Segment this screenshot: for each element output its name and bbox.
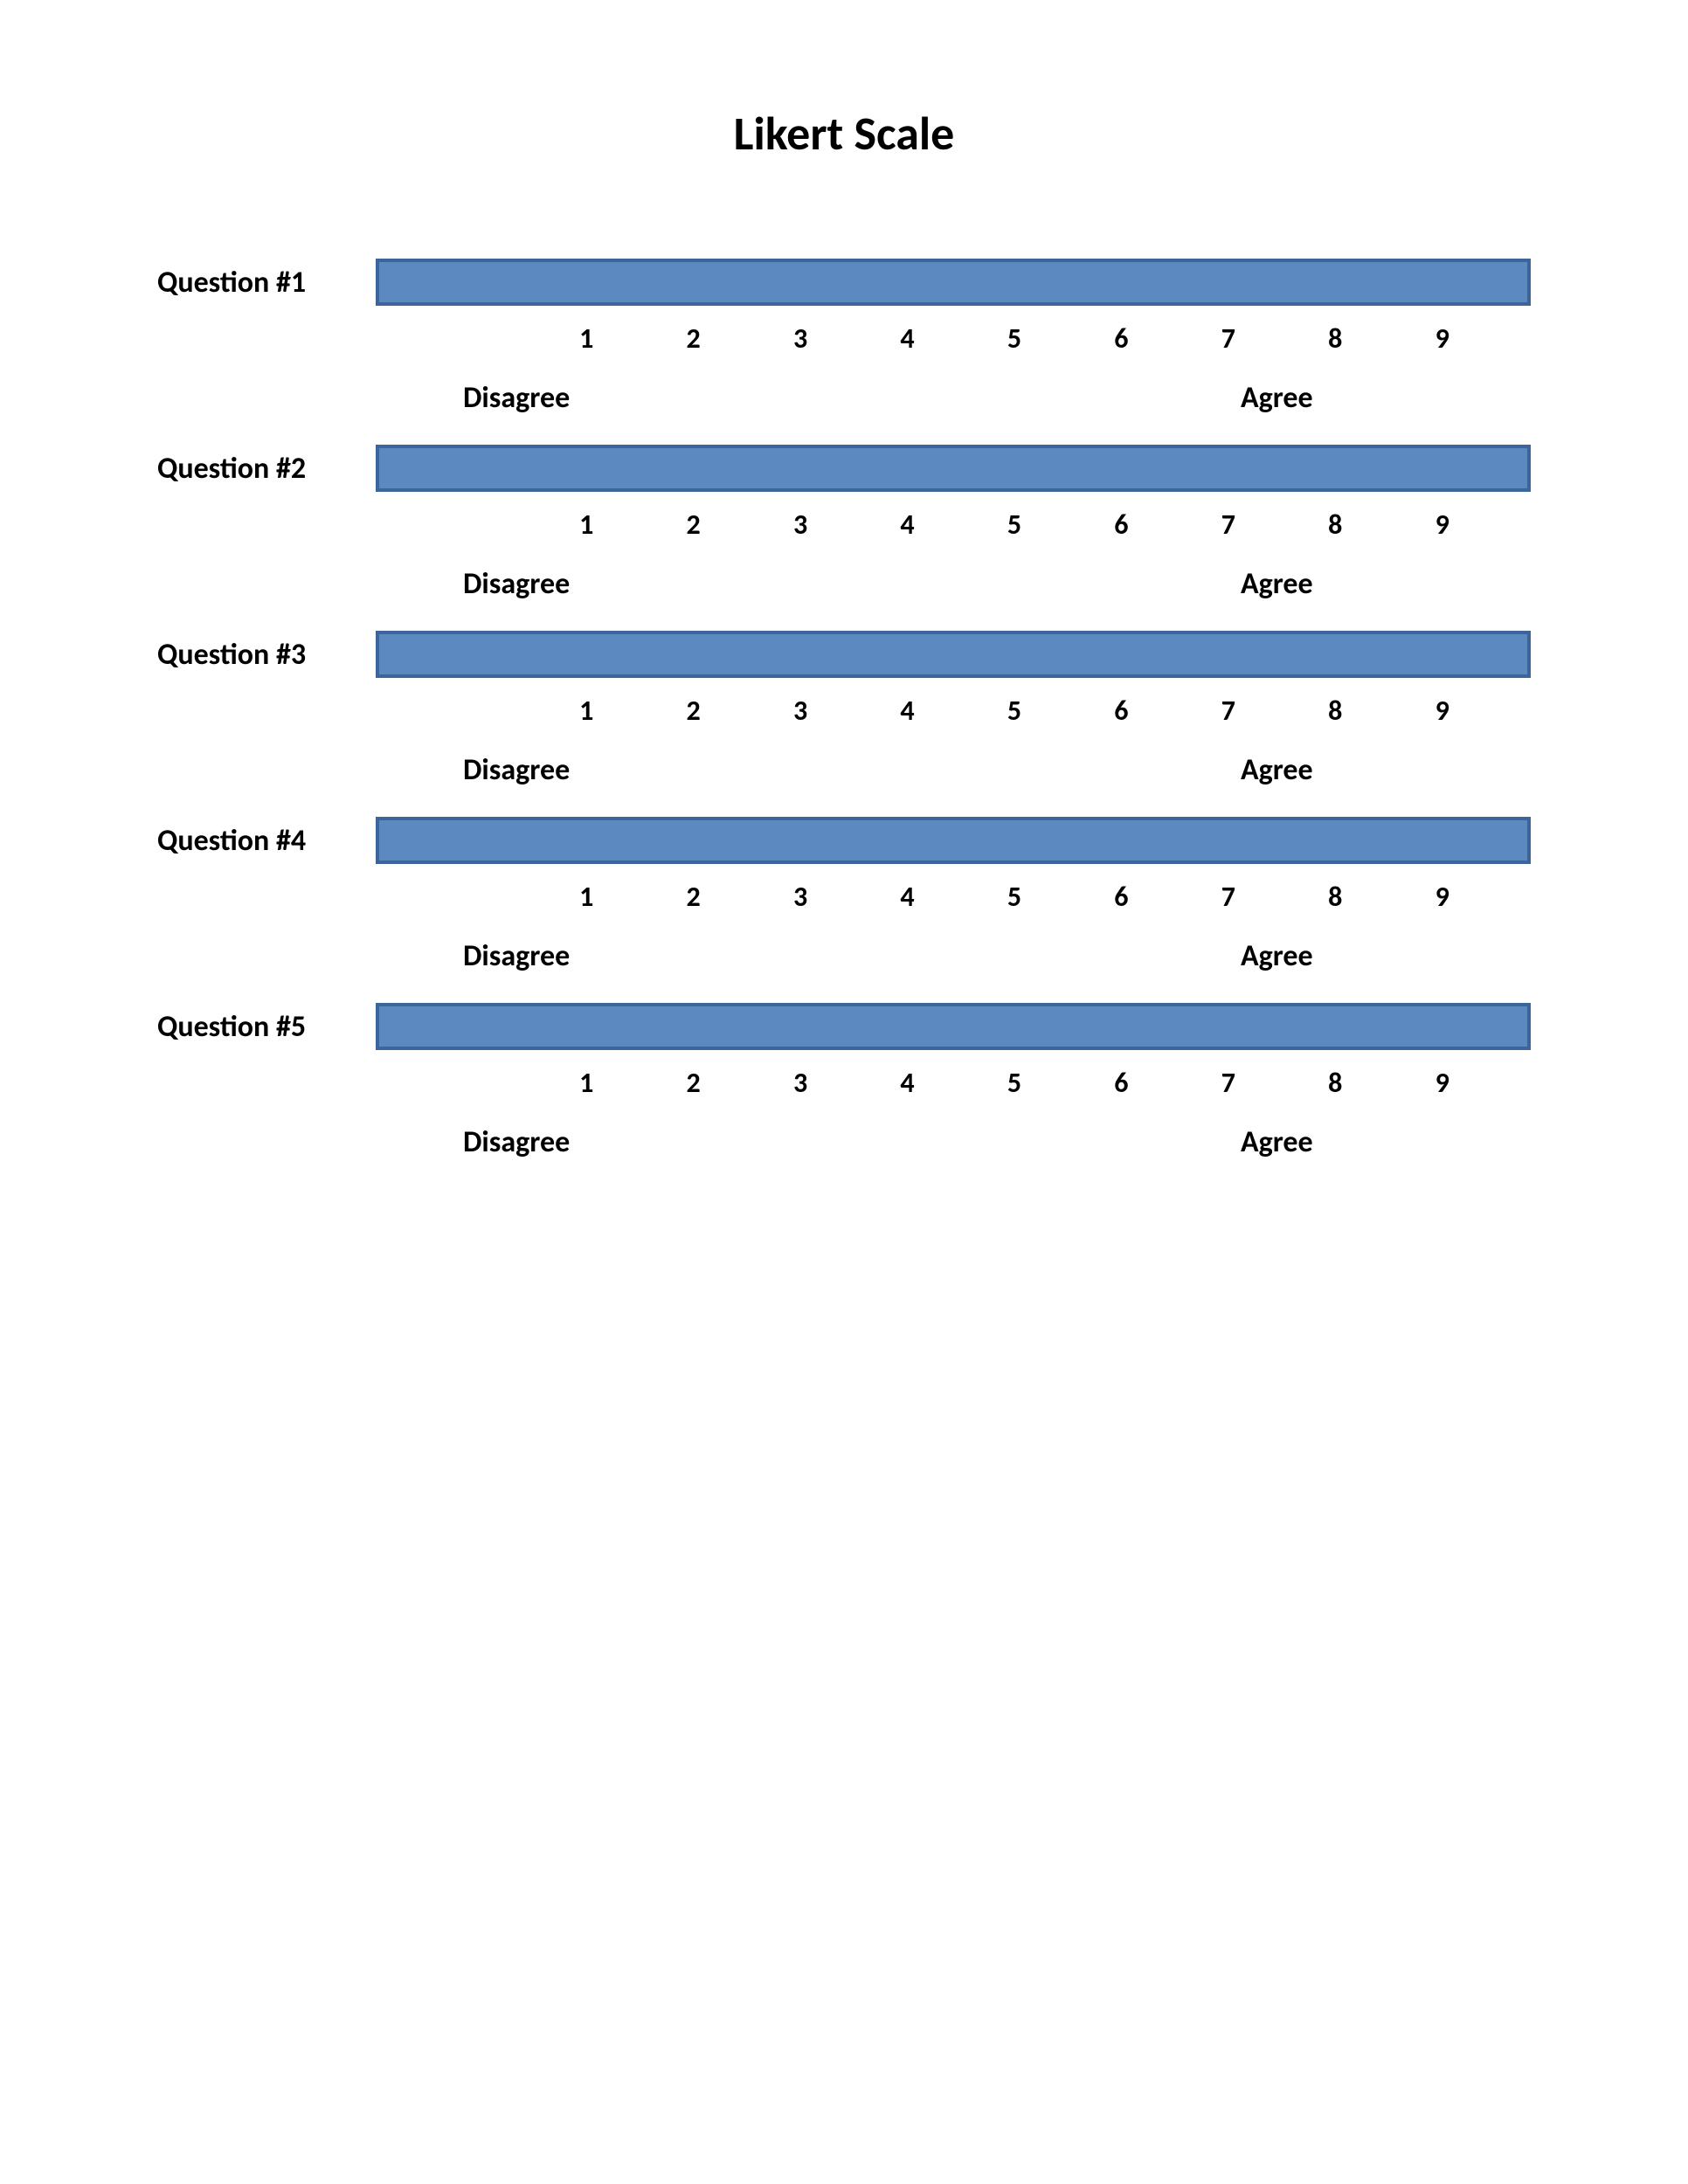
scale-number[interactable]: 8 (1282, 1066, 1388, 1100)
scale-number[interactable]: 7 (1175, 880, 1282, 914)
anchor-track: Disagree Agree (376, 752, 1531, 787)
question-label: Question #1 (157, 265, 376, 301)
scale-number[interactable]: 8 (1282, 880, 1388, 914)
question-block: Question #3 123456789 Disagree Agree (157, 631, 1531, 787)
scale-number[interactable]: 4 (854, 880, 960, 914)
scale-numbers: 123456789 (533, 1066, 1496, 1100)
scale-numbers: 123456789 (533, 508, 1496, 542)
question-label: Question #2 (157, 451, 376, 487)
scale-number[interactable]: 6 (1068, 694, 1174, 728)
anchor-row: Disagree Agree (157, 752, 1531, 787)
question-label: Question #4 (157, 823, 376, 859)
question-block: Question #2 123456789 Disagree Agree (157, 445, 1531, 601)
scale-number[interactable]: 9 (1389, 880, 1496, 914)
likert-bar[interactable] (376, 631, 1531, 678)
anchor-row: Disagree Agree (157, 1124, 1531, 1159)
anchor-disagree: Disagree (463, 938, 570, 974)
scale-number[interactable]: 9 (1389, 694, 1496, 728)
anchor-row: Disagree Agree (157, 938, 1531, 973)
scale-number[interactable]: 3 (747, 694, 854, 728)
scale-number[interactable]: 3 (747, 880, 854, 914)
scale-number[interactable]: 6 (1068, 321, 1174, 356)
question-block: Question #4 123456789 Disagree Agree (157, 817, 1531, 973)
question-label: Question #3 (157, 637, 376, 673)
scale-number[interactable]: 7 (1175, 694, 1282, 728)
question-block: Question #5 123456789 Disagree Agree (157, 1003, 1531, 1159)
scale-number[interactable]: 7 (1175, 321, 1282, 356)
scale-number[interactable]: 1 (533, 694, 640, 728)
scale-number[interactable]: 2 (640, 694, 746, 728)
scale-number[interactable]: 4 (854, 508, 960, 542)
scale-number[interactable]: 1 (533, 321, 640, 356)
scale-number[interactable]: 8 (1282, 694, 1388, 728)
scale-row: 123456789 (157, 508, 1531, 542)
anchor-track: Disagree Agree (376, 1124, 1531, 1159)
anchor-disagree: Disagree (463, 1124, 570, 1160)
scale-row: 123456789 (157, 321, 1531, 356)
scale-row: 123456789 (157, 880, 1531, 914)
scale-number[interactable]: 6 (1068, 508, 1174, 542)
anchor-track: Disagree Agree (376, 938, 1531, 973)
scale-number[interactable]: 6 (1068, 1066, 1174, 1100)
anchor-track: Disagree Agree (376, 380, 1531, 415)
anchor-track: Disagree Agree (376, 566, 1531, 601)
scale-number[interactable]: 2 (640, 880, 746, 914)
scale-number[interactable]: 5 (961, 321, 1068, 356)
scale-number[interactable]: 1 (533, 508, 640, 542)
question-label: Question #5 (157, 1009, 376, 1045)
scale-number[interactable]: 4 (854, 321, 960, 356)
scale-row: 123456789 (157, 1066, 1531, 1100)
scale-number[interactable]: 5 (961, 880, 1068, 914)
scale-number[interactable]: 3 (747, 508, 854, 542)
page-title: Likert Scale (157, 105, 1531, 162)
scale-number[interactable]: 6 (1068, 880, 1174, 914)
scale-row: 123456789 (157, 694, 1531, 728)
scale-numbers: 123456789 (533, 321, 1496, 356)
scale-number[interactable]: 9 (1389, 321, 1496, 356)
anchor-row: Disagree Agree (157, 566, 1531, 601)
question-bar-row: Question #5 (157, 1003, 1531, 1050)
scale-number[interactable]: 5 (961, 508, 1068, 542)
question-bar-row: Question #1 (157, 259, 1531, 306)
scale-number[interactable]: 1 (533, 1066, 640, 1100)
question-bar-row: Question #3 (157, 631, 1531, 678)
scale-number[interactable]: 4 (854, 1066, 960, 1100)
scale-number[interactable]: 2 (640, 1066, 746, 1100)
anchor-agree: Agree (1241, 752, 1313, 788)
scale-number[interactable]: 5 (961, 694, 1068, 728)
likert-bar[interactable] (376, 259, 1531, 306)
scale-number[interactable]: 3 (747, 1066, 854, 1100)
scale-number[interactable]: 7 (1175, 1066, 1282, 1100)
page: Likert Scale Question #1123456789Disagre… (0, 0, 1688, 2184)
anchor-row: Disagree Agree (157, 380, 1531, 415)
question-bar-row: Question #2 (157, 445, 1531, 492)
anchor-disagree: Disagree (463, 752, 570, 788)
scale-number[interactable]: 5 (961, 1066, 1068, 1100)
likert-bar[interactable] (376, 1003, 1531, 1050)
anchor-agree: Agree (1241, 1124, 1313, 1160)
anchor-agree: Agree (1241, 938, 1313, 974)
scale-number[interactable]: 8 (1282, 321, 1388, 356)
likert-bar[interactable] (376, 445, 1531, 492)
scale-number[interactable]: 9 (1389, 1066, 1496, 1100)
likert-bar[interactable] (376, 817, 1531, 864)
anchor-agree: Agree (1241, 566, 1313, 602)
anchor-disagree: Disagree (463, 380, 570, 416)
scale-number[interactable]: 7 (1175, 508, 1282, 542)
scale-number[interactable]: 1 (533, 880, 640, 914)
scale-number[interactable]: 9 (1389, 508, 1496, 542)
scale-number[interactable]: 2 (640, 508, 746, 542)
anchor-disagree: Disagree (463, 566, 570, 602)
questions-container: Question #1123456789DisagreeAgreeQuestio… (157, 259, 1531, 1159)
scale-numbers: 123456789 (533, 694, 1496, 728)
scale-numbers: 123456789 (533, 880, 1496, 914)
scale-number[interactable]: 4 (854, 694, 960, 728)
anchor-agree: Agree (1241, 380, 1313, 416)
scale-number[interactable]: 2 (640, 321, 746, 356)
scale-number[interactable]: 8 (1282, 508, 1388, 542)
question-block: Question #1 123456789 Disagree Agree (157, 259, 1531, 415)
scale-number[interactable]: 3 (747, 321, 854, 356)
question-bar-row: Question #4 (157, 817, 1531, 864)
